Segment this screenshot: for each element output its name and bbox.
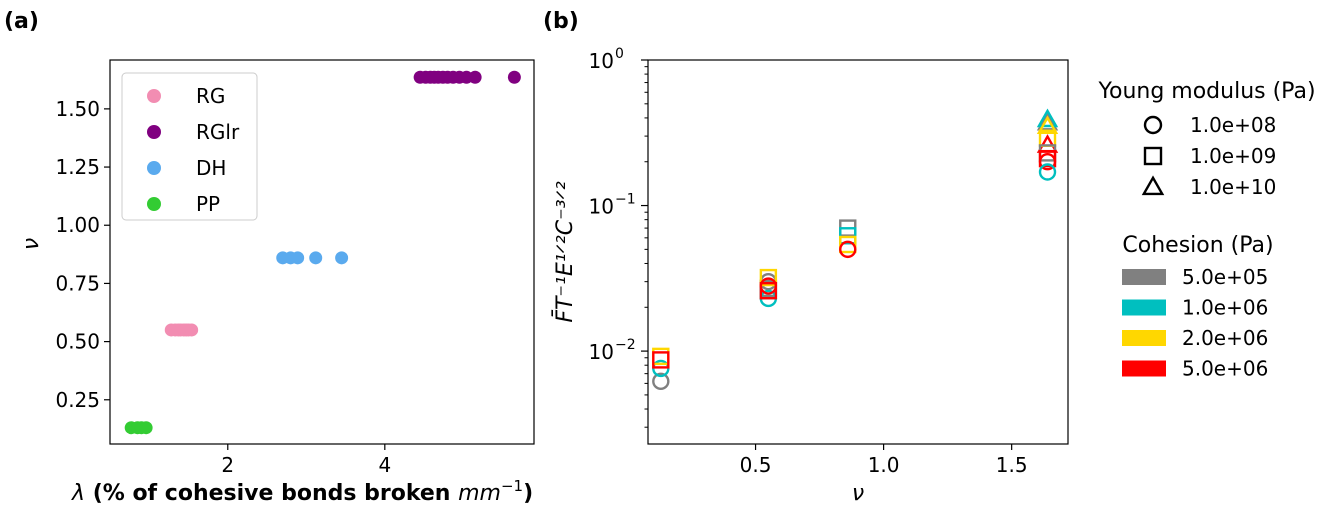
- panel-a-y-tick-label: 0.50: [55, 330, 100, 354]
- panel-b-x-tick-label: 1.5: [996, 453, 1028, 477]
- panel-a-point-rglr: [507, 70, 521, 84]
- panel-b-y-tick-label: 10: [589, 340, 614, 364]
- panel-a-point-dh: [335, 251, 349, 265]
- panel-b-point-circle: [1038, 153, 1057, 171]
- panel-a-legend: RG RGlr DH PP: [121, 72, 258, 221]
- panel-b-point-square: [759, 282, 778, 300]
- panel-b-point-circle: [839, 240, 857, 259]
- panel-b-point-square: [839, 227, 857, 245]
- panel-b-point-triangle: [1036, 134, 1059, 153]
- panel-a-x-label: λ (% of cohesive bonds broken mm−1): [71, 477, 533, 506]
- panel-a-point-pp: [139, 421, 153, 435]
- panel-a-x-label-main: (% of cohesive bonds broken: [85, 481, 458, 506]
- young-modulus-legend-title: Young modulus (Pa): [1097, 79, 1315, 104]
- panel-b-frame: [647, 59, 1069, 445]
- panel-b-point-triangle: [1036, 115, 1059, 135]
- legend-shape-square: [1143, 146, 1163, 166]
- panel-a-y-tick-label: 1.00: [55, 213, 100, 237]
- panel-a-y-tick-label: 0.25: [55, 388, 100, 412]
- panel-a-x-label-exp: −1: [501, 477, 523, 495]
- panel-b-point-triangle: [1036, 108, 1059, 128]
- panel-a-point-rglr: [468, 70, 482, 84]
- legend-marker-pp: [147, 197, 161, 211]
- legend-young-modulus-label: 1.0e+09: [1190, 144, 1276, 168]
- legend-marker-rg: [147, 89, 161, 103]
- panel-a-label: (a): [4, 9, 39, 34]
- panel-a-x-tick-label: 2: [221, 453, 234, 477]
- panel-a-y-tick-label: 1.25: [55, 155, 100, 179]
- panel-a-x-label-suffix: ): [523, 481, 533, 506]
- panel-a-frame: [109, 59, 535, 445]
- panel-a-legend-box: [121, 72, 258, 221]
- panel-b-x-tick-label: 0.5: [740, 453, 772, 477]
- panel-a-y-ticks: 0.25 0.50 0.75 1.00 1.25 1.50: [55, 97, 110, 412]
- panel-b-y-tick-label: 10: [589, 49, 614, 73]
- panel-b-point-square: [652, 351, 670, 369]
- panel-b-x-tick-label: 1.0: [868, 453, 900, 477]
- legend-label-pp: PP: [196, 192, 220, 216]
- panel-b-point-square: [759, 268, 778, 287]
- panel-a-point-dh: [309, 251, 323, 265]
- panel-b-y-tick-label: 10: [589, 195, 614, 219]
- legend-cohesion-swatch: [1122, 269, 1166, 285]
- cohesion-legend-title: Cohesion (Pa): [1122, 233, 1273, 258]
- panel-b-x-label: ν: [852, 481, 864, 506]
- panel-a-y-tick-label: 1.50: [55, 97, 100, 121]
- legend-label-rg: RG: [196, 84, 225, 108]
- legend-cohesion-swatch: [1122, 360, 1166, 377]
- panel-a-x-label-unit: mm: [458, 481, 501, 506]
- legend-cohesion-label: 2.0e+06: [1182, 326, 1268, 350]
- panel-a-y-tick-label: 0.75: [55, 271, 100, 295]
- legend-label-dh: DH: [196, 156, 226, 180]
- legend-young-modulus-label: 1.0e+10: [1190, 175, 1276, 199]
- panel-b-y-tick-exponent: 0: [615, 46, 624, 62]
- panel-b-point-circle: [652, 372, 670, 391]
- panel-a-point-dh: [291, 251, 305, 265]
- legend-cohesion-swatch: [1122, 330, 1166, 346]
- panel-b-point-triangle: [1036, 111, 1059, 131]
- legend-marker-dh: [147, 161, 161, 175]
- legend-cohesion-label: 1.0e+06: [1182, 296, 1268, 320]
- young-modulus-legend: Young modulus (Pa) 1.0e+08 1.0e+09 1.0e+10: [1097, 79, 1315, 199]
- legend-marker-rglr: [147, 125, 161, 139]
- panel-b-x-ticks: 0.5 1.0 1.5: [740, 444, 1028, 477]
- legend-label-rglr: RGlr: [196, 120, 240, 144]
- panel-b-y-label: F̄T⁻¹E¹ᐟ²C⁻³ᐟ²: [552, 181, 578, 322]
- panel-a-x-label-symbol: λ: [71, 481, 85, 506]
- legend-cohesion-label: 5.0e+06: [1182, 357, 1268, 381]
- legend-cohesion-label: 5.0e+05: [1182, 265, 1268, 289]
- legend-cohesion-swatch: [1122, 299, 1166, 316]
- panel-b-point-circle: [1038, 163, 1057, 181]
- panel-a-x-tick-label: 4: [378, 453, 391, 477]
- panel-b-point-square: [839, 235, 857, 254]
- panel-b-y-tick-exponent: −2: [615, 337, 636, 353]
- cohesion-legend: Cohesion (Pa) 5.0e+05 1.0e+06 2.0e+06 5.0e+…: [1122, 233, 1274, 381]
- panel-a-point-rg: [185, 323, 199, 337]
- panel-b-points: [652, 108, 1059, 391]
- panel-b-label: (b): [543, 9, 579, 34]
- panel-a-y-label: ν: [19, 238, 44, 250]
- legend-shape-triangle: [1141, 175, 1165, 196]
- panel-a-points: [124, 70, 521, 435]
- panel-b-y-tick-exponent: −1: [615, 192, 636, 208]
- legend-shape-circle: [1143, 115, 1163, 135]
- legend-young-modulus-label: 1.0e+08: [1190, 113, 1276, 137]
